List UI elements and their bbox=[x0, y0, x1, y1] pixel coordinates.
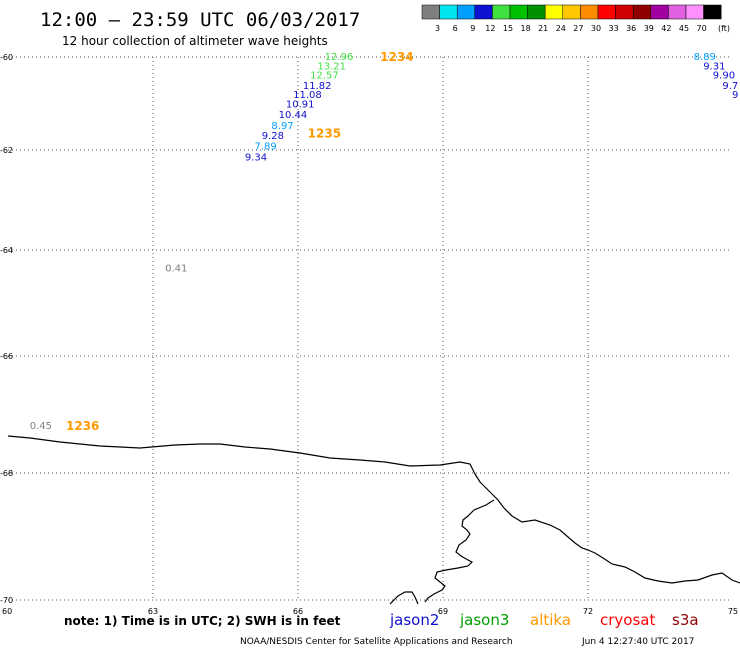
swh-value-label: 10.91 bbox=[286, 99, 315, 110]
pass-number-label: 1234 bbox=[380, 50, 413, 64]
swh-value-label: 8.97 bbox=[271, 121, 293, 132]
scale-label: 33 bbox=[609, 24, 619, 33]
lon-tick-label: 66 bbox=[293, 607, 303, 616]
coastline-south bbox=[389, 591, 419, 605]
swh-value-label: 9 bbox=[732, 90, 738, 101]
scale-label: 27 bbox=[573, 24, 583, 33]
scale-swatch bbox=[685, 4, 704, 20]
pass-number-label: 1236 bbox=[66, 419, 99, 433]
swh-value-label: 9.31 bbox=[703, 61, 725, 72]
scale-swatch bbox=[474, 4, 493, 20]
scale-label: 21 bbox=[538, 24, 548, 33]
lat-tick-label: -66 bbox=[0, 352, 13, 361]
scale-swatch bbox=[544, 4, 564, 20]
swh-observations: 12.9613.2112.5711.8211.0810.9110.448.979… bbox=[30, 52, 739, 432]
scale-swatch bbox=[597, 4, 616, 20]
legend-jason3: jason3 bbox=[459, 611, 509, 629]
lon-tick-label: 72 bbox=[583, 607, 593, 616]
swh-value-label: 12.96 bbox=[325, 52, 354, 63]
scale-label: 45 bbox=[679, 24, 689, 33]
swh-value-label: 11.08 bbox=[293, 90, 322, 101]
lon-tick-label: 69 bbox=[438, 607, 448, 616]
scale-swatch bbox=[562, 4, 581, 20]
swh-value-label: 12.57 bbox=[310, 71, 339, 82]
swh-value-label: 9.90 bbox=[713, 71, 735, 82]
map-subtitle: 12 hour collection of altimeter wave hei… bbox=[62, 34, 328, 48]
scale-swatch bbox=[527, 4, 546, 20]
scale-label: 39 bbox=[644, 24, 654, 33]
legend-cryosat: cryosat bbox=[600, 611, 655, 629]
coastline bbox=[7, 435, 740, 605]
scale-label: 3 bbox=[435, 24, 440, 33]
scale-swatch bbox=[492, 4, 511, 20]
swh-value-label: 9.34 bbox=[245, 153, 267, 164]
lat-tick-label: -64 bbox=[0, 246, 13, 255]
scale-label: 42 bbox=[661, 24, 671, 33]
coastline-main bbox=[7, 435, 740, 584]
scale-label: 36 bbox=[626, 24, 636, 33]
swh-value-label: 13.21 bbox=[317, 61, 346, 72]
color-scale-bar: 3 6 9 12 15 18 21 24 27 30 33 36 39 42 45 70 (ft) bbox=[421, 4, 730, 33]
scale-swatch bbox=[456, 4, 476, 20]
satellite-legend: jason2 jason3 altika cryosat s3a bbox=[389, 611, 699, 629]
legend-s3a: s3a bbox=[672, 611, 699, 629]
scale-label: 9 bbox=[470, 24, 475, 33]
scale-swatch bbox=[509, 4, 528, 20]
swh-value-label: 10.44 bbox=[279, 110, 308, 121]
lat-tick-label: -70 bbox=[0, 596, 13, 605]
lat-tick-label: -68 bbox=[0, 469, 13, 478]
legend-altika: altika bbox=[530, 611, 571, 629]
swh-value-label: 0.41 bbox=[165, 264, 187, 275]
lat-lon-grid bbox=[8, 56, 732, 601]
legend-jason2: jason2 bbox=[389, 611, 439, 629]
scale-label: 12 bbox=[485, 24, 495, 33]
scale-label: 24 bbox=[556, 24, 566, 33]
swh-value-label: 8.89 bbox=[694, 52, 716, 63]
scale-label: 70 bbox=[697, 24, 707, 33]
scale-unit: (ft) bbox=[718, 24, 730, 33]
lon-tick-label: 75 bbox=[728, 607, 738, 616]
scale-swatch bbox=[615, 4, 634, 20]
lon-tick-label: 60 bbox=[2, 607, 12, 616]
swh-value-label: 0.45 bbox=[30, 421, 52, 432]
scale-swatch bbox=[439, 4, 458, 20]
lat-tick-label: -60 bbox=[0, 53, 13, 62]
swh-value-label: 7.89 bbox=[255, 141, 277, 152]
scale-swatch bbox=[421, 4, 440, 20]
scale-label: 18 bbox=[521, 24, 531, 33]
swh-value-label: 9.28 bbox=[262, 131, 284, 142]
pass-labels: 1234 1235 1236 bbox=[66, 50, 414, 433]
scale-label: 30 bbox=[591, 24, 601, 33]
timestamp: Jun 4 12:27:40 UTC 2017 bbox=[581, 637, 694, 647]
scale-label: 6 bbox=[453, 24, 458, 33]
coastline-inlet bbox=[424, 499, 495, 603]
scale-swatch bbox=[580, 4, 599, 20]
axis-ticks: -60 -62 -64 -66 -68 -70 60 63 66 69 72 75 bbox=[0, 53, 738, 616]
swh-value-label: 9.7 bbox=[722, 81, 738, 92]
pass-number-label: 1235 bbox=[308, 127, 341, 141]
footnote: note: 1) Time is in UTC; 2) SWH is in fe… bbox=[64, 614, 341, 628]
map-title: 12:00 — 23:59 UTC 06/03/2017 bbox=[40, 9, 360, 31]
scale-swatch bbox=[632, 4, 652, 20]
lon-tick-label: 63 bbox=[148, 607, 158, 616]
lat-tick-label: -62 bbox=[0, 146, 13, 155]
scale-swatch bbox=[650, 4, 669, 20]
credit-line: NOAA/NESDIS Center for Satellite Applica… bbox=[240, 637, 513, 647]
scale-swatch bbox=[703, 4, 722, 20]
swh-value-label: 11.82 bbox=[303, 81, 332, 92]
scale-swatch bbox=[668, 4, 687, 20]
scale-label: 15 bbox=[503, 24, 513, 33]
